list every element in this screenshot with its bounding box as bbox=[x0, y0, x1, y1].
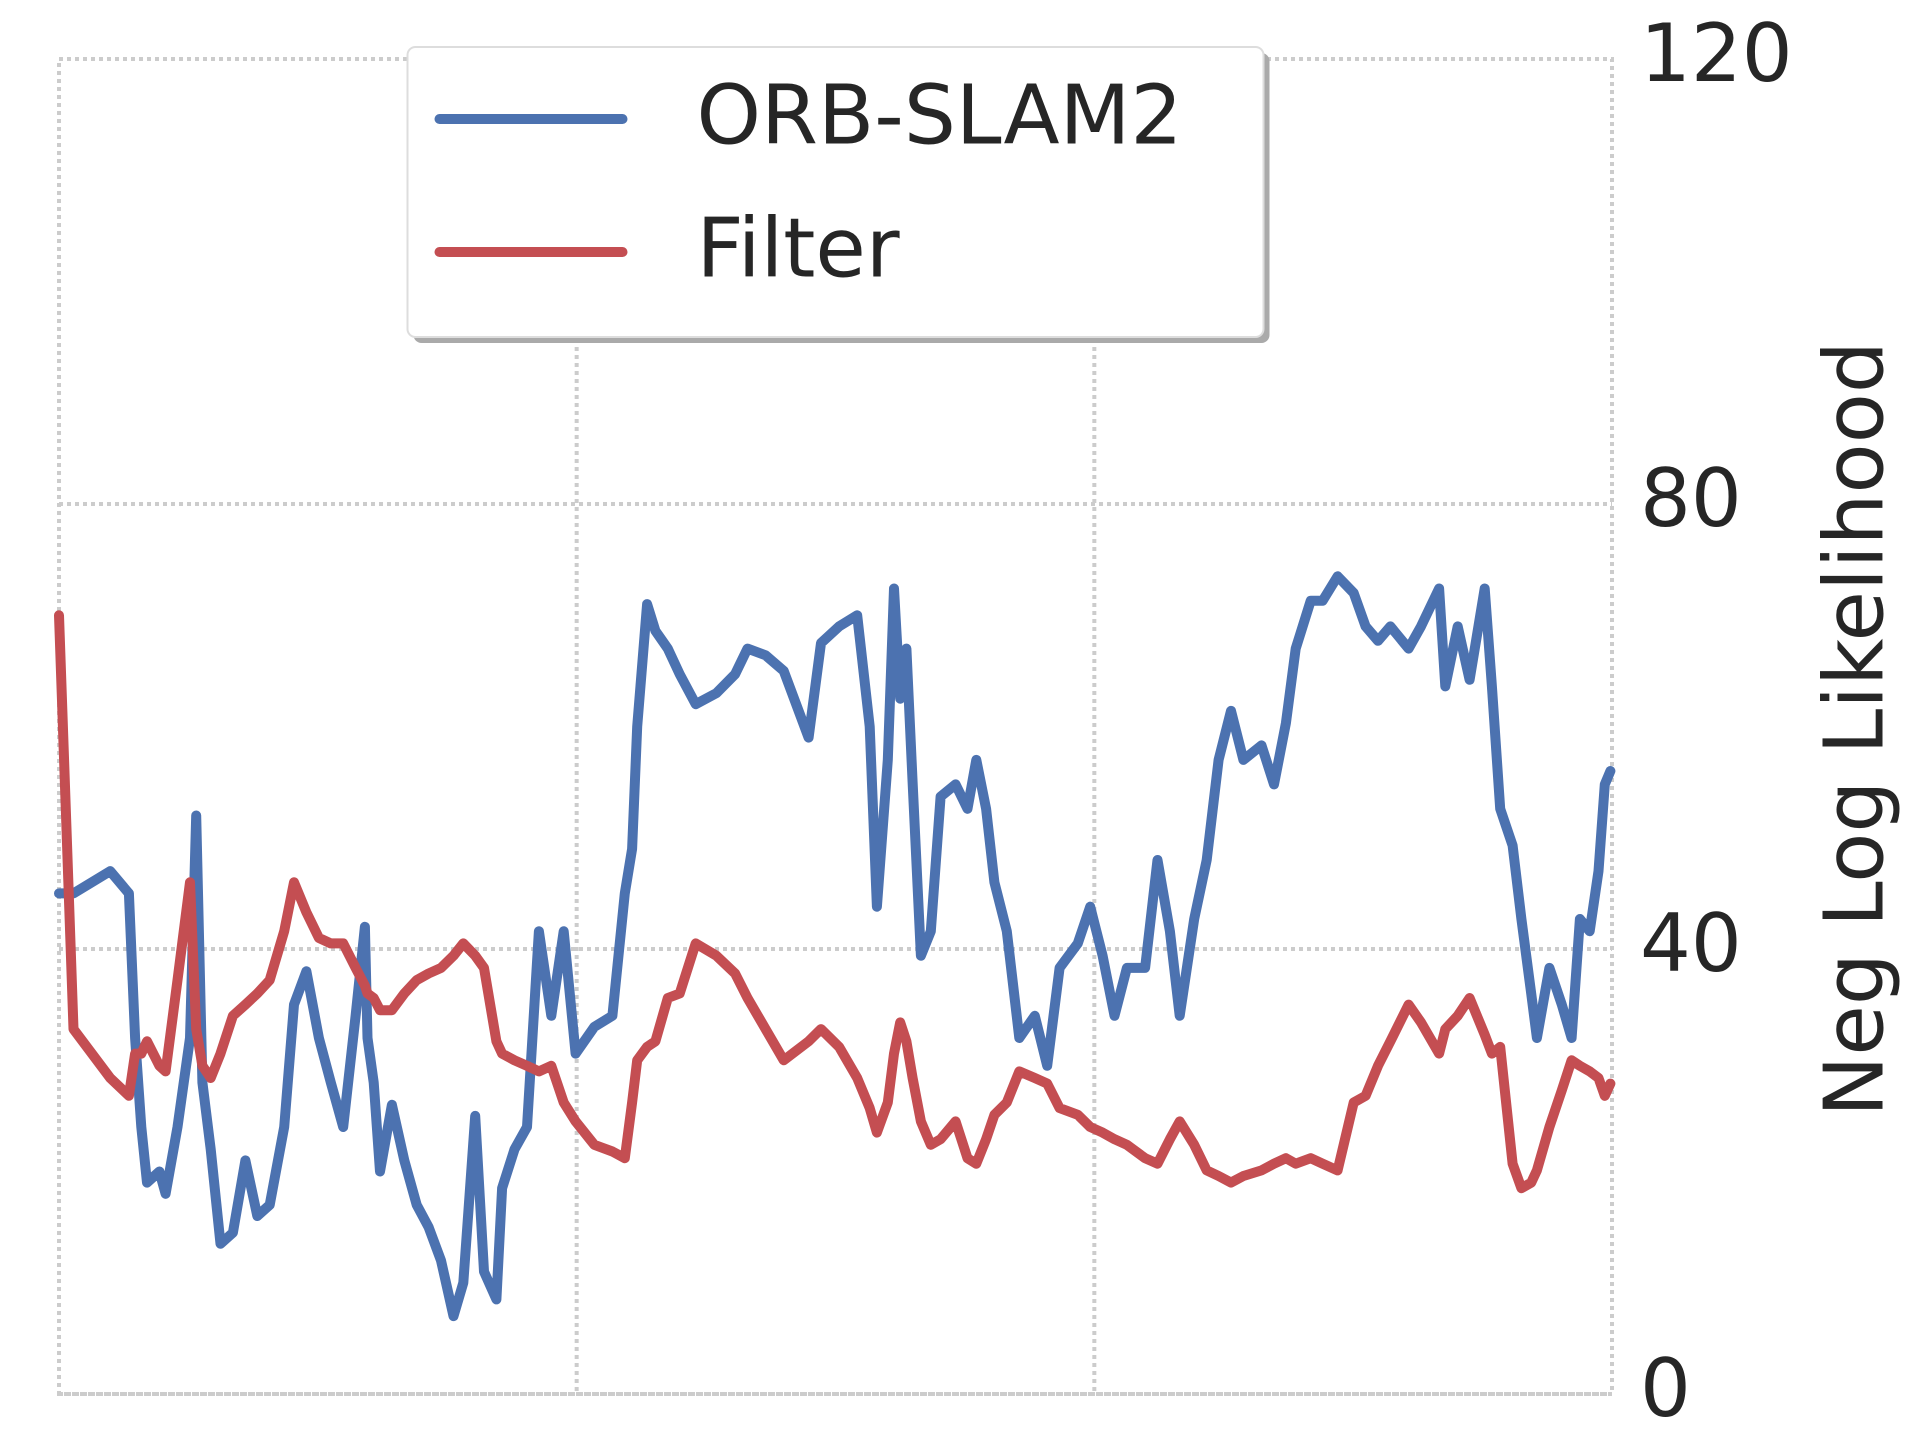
legend-label: ORB-SLAM2 bbox=[697, 68, 1183, 163]
legend-label: Filter bbox=[697, 201, 900, 296]
y-tick-label: 40 bbox=[1640, 897, 1742, 990]
y-axis-label: Neg Log Likelihood bbox=[1807, 341, 1902, 1117]
y-tick-label: 120 bbox=[1640, 7, 1793, 100]
y-tick-label: 0 bbox=[1640, 1342, 1691, 1435]
series-line bbox=[54, 610, 1616, 1194]
series-line bbox=[54, 571, 1616, 1322]
legend: ORB-SLAM2 Filter bbox=[406, 46, 1270, 343]
y-tick-label: 80 bbox=[1640, 452, 1742, 545]
